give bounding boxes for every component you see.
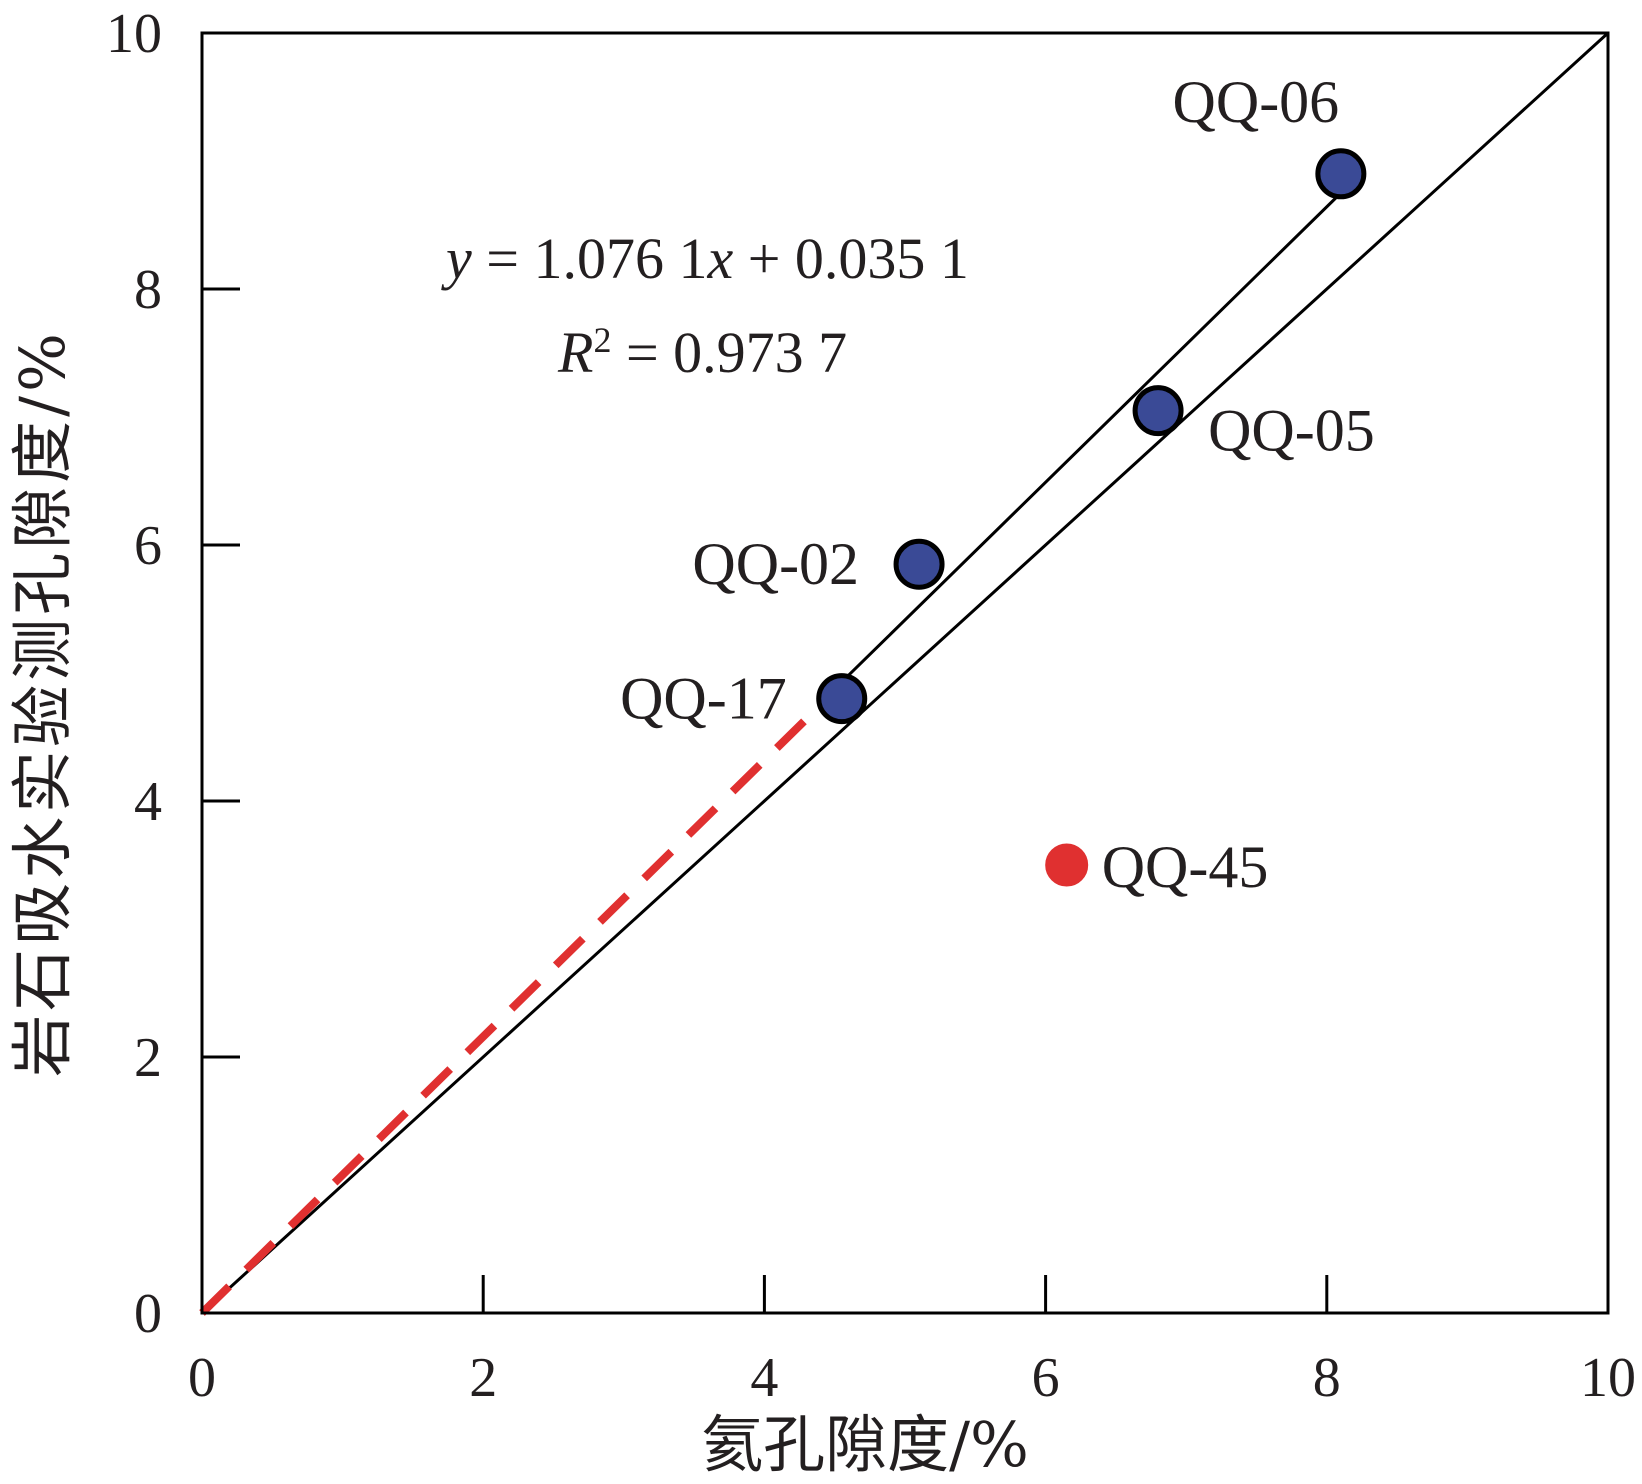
data-point	[816, 673, 868, 725]
x-tick-label: 6	[1032, 1347, 1060, 1409]
x-tick-label: 2	[469, 1347, 497, 1409]
y-tick-label: 0	[134, 1283, 162, 1345]
y-tick-label: 10	[106, 3, 162, 65]
point-label: QQ-17	[620, 666, 787, 732]
x-tick-label: 8	[1313, 1347, 1341, 1409]
y-tick-label: 6	[134, 515, 162, 577]
points-layer	[816, 148, 1367, 887]
r2-value: = 0.973 7	[611, 320, 847, 385]
y-axis-title: 岩石吸水实验测孔隙度/%	[6, 329, 79, 1077]
y-tick-label: 8	[134, 259, 162, 321]
regression-equation: y = 1.076 1x + 0.035 1	[441, 226, 969, 291]
identity-line	[200, 31, 1610, 1315]
point-label: QQ-06	[1173, 69, 1340, 135]
point-label: QQ-05	[1208, 398, 1375, 464]
r2-exponent: 2	[593, 320, 611, 360]
extension-line	[199, 702, 824, 1316]
ticks-layer: 0 2 4 6 8 10 0 2 4 6 8 10	[106, 3, 1636, 1409]
equation-x-var: x	[706, 226, 733, 291]
y-tick-label: 2	[134, 1027, 162, 1089]
labels-layer: QQ-06 QQ-05 QQ-02 QQ-17 QQ-45	[620, 69, 1375, 900]
equation-y-var: y	[441, 226, 472, 291]
data-point	[1132, 385, 1184, 437]
fit-line	[840, 191, 1342, 684]
r2-symbol: R	[557, 320, 593, 385]
x-axis-title: 氦孔隙度/%	[701, 1408, 1029, 1481]
equation-intercept: + 0.035 1	[733, 226, 969, 291]
x-tick-label: 10	[1580, 1347, 1636, 1409]
data-point	[1315, 148, 1367, 200]
equation-coef: = 1.076 1	[472, 226, 708, 291]
point-label: QQ-02	[692, 531, 859, 597]
r-squared: R2 = 0.973 7	[557, 320, 847, 385]
point-label: QQ-45	[1102, 834, 1269, 900]
y-tick-label: 4	[134, 771, 162, 833]
x-tick-label: 0	[188, 1347, 216, 1409]
lines-layer	[199, 31, 1610, 1316]
data-point	[1045, 843, 1089, 887]
plot-frame	[200, 31, 1610, 1315]
data-point	[893, 538, 945, 590]
x-tick-label: 4	[750, 1347, 778, 1409]
